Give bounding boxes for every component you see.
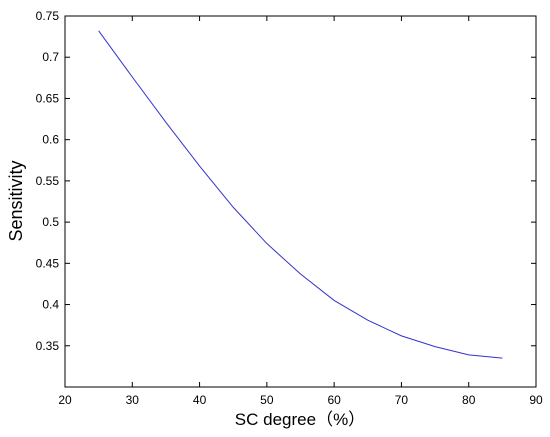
y-tick-label: 0.55 [36,174,60,188]
series-line [98,30,503,359]
x-tick-label: 60 [327,393,341,407]
x-tick-label: 70 [395,393,409,407]
x-tick-label: 80 [462,393,476,407]
x-axis-ticks: 20 30 40 50 60 70 80 90 [58,16,543,407]
x-tick-label: 90 [529,393,543,407]
x-tick-label: 40 [193,393,207,407]
plot-area [64,15,537,388]
y-tick-label: 0.65 [36,91,60,105]
x-axis-label: SC degree（%） [235,410,365,429]
series-layer [98,30,503,359]
y-axis-ticks: 0.35 0.4 0.45 0.5 0.55 0.6 0.65 0.7 0.75 [36,9,536,353]
y-tick-label: 0.6 [42,133,59,147]
y-tick-label: 0.7 [42,50,59,64]
y-tick-label: 0.5 [42,215,59,229]
x-tick-label: 30 [126,393,140,407]
y-tick-label: 0.35 [36,339,60,353]
y-tick-label: 0.75 [36,9,60,23]
y-tick-label: 0.4 [42,298,59,312]
y-tick-label: 0.45 [36,256,60,270]
y-axis-label: Sensitivity [6,160,26,241]
x-tick-label: 50 [260,393,274,407]
x-tick-label: 20 [58,393,72,407]
